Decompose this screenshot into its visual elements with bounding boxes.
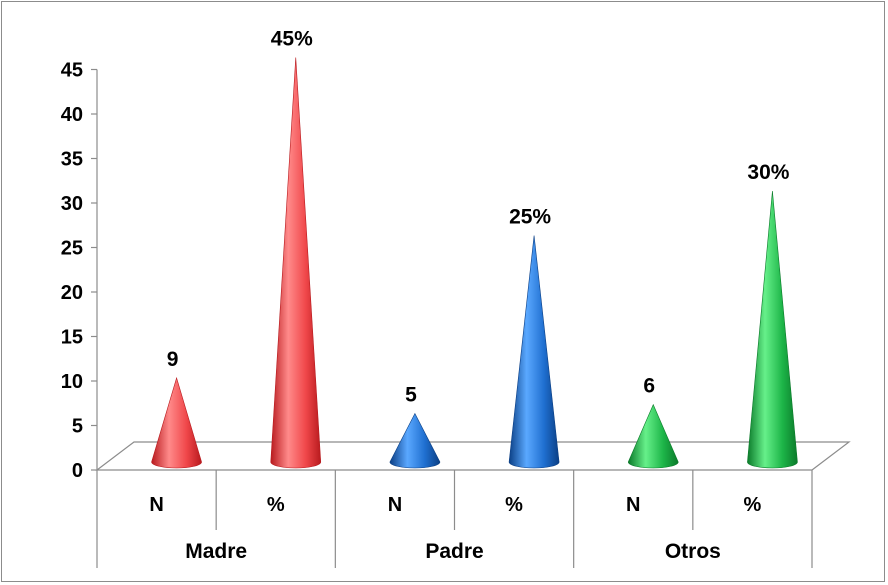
cone-body bbox=[270, 57, 322, 469]
data-label: 25% bbox=[509, 206, 551, 229]
chart-floor bbox=[95, 441, 851, 471]
data-label: 45% bbox=[271, 28, 313, 51]
cone-madre-n bbox=[151, 376, 202, 469]
y-tick-label: 30 bbox=[61, 193, 83, 215]
data-label: 9 bbox=[167, 348, 179, 371]
sub-category-label: % bbox=[744, 494, 762, 516]
y-tick-label: 20 bbox=[61, 282, 83, 304]
sub-category-label: % bbox=[505, 494, 523, 516]
cone-padre-pct bbox=[508, 235, 560, 469]
sub-category-label: N bbox=[388, 494, 402, 516]
cone-otros-pct bbox=[747, 190, 798, 469]
y-tick-label: 35 bbox=[61, 149, 83, 171]
group-label-otros: Otros bbox=[665, 540, 721, 563]
cone-madre-pct bbox=[270, 57, 322, 469]
y-tick-label: 10 bbox=[61, 371, 83, 393]
x-axis-categories: N% N% N % Madre Padre Otros bbox=[96, 470, 813, 568]
cone-series bbox=[151, 57, 798, 469]
y-tick-label: 45 bbox=[61, 60, 83, 82]
sub-category-label: N bbox=[149, 494, 163, 516]
data-label: 30% bbox=[747, 161, 789, 184]
y-tick-label: 25 bbox=[61, 238, 83, 260]
data-label: 5 bbox=[405, 384, 417, 407]
sub-category-label: N bbox=[626, 494, 640, 516]
y-tick-label: 15 bbox=[61, 327, 83, 349]
floor-plane bbox=[95, 441, 851, 471]
sub-category-label: % bbox=[267, 494, 285, 516]
cone-padre-n bbox=[389, 412, 441, 469]
y-tick-label: 40 bbox=[61, 104, 83, 126]
data-labels: 9 45% 5 25% 6 30% bbox=[167, 28, 790, 407]
cone-body bbox=[151, 376, 202, 469]
cone-body bbox=[747, 190, 798, 469]
y-tick-label: 5 bbox=[72, 416, 83, 438]
cone-body bbox=[627, 403, 679, 469]
group-label-madre: Madre bbox=[185, 540, 247, 563]
y-tick-label: 0 bbox=[72, 460, 83, 482]
cone-body bbox=[389, 412, 441, 469]
y-axis: 0 5 10 15 20 25 30 35 40 45 bbox=[61, 60, 98, 482]
group-label-padre: Padre bbox=[425, 540, 483, 563]
cone-body bbox=[508, 235, 560, 469]
cone-otros-n bbox=[627, 403, 679, 469]
data-label: 6 bbox=[643, 375, 655, 398]
